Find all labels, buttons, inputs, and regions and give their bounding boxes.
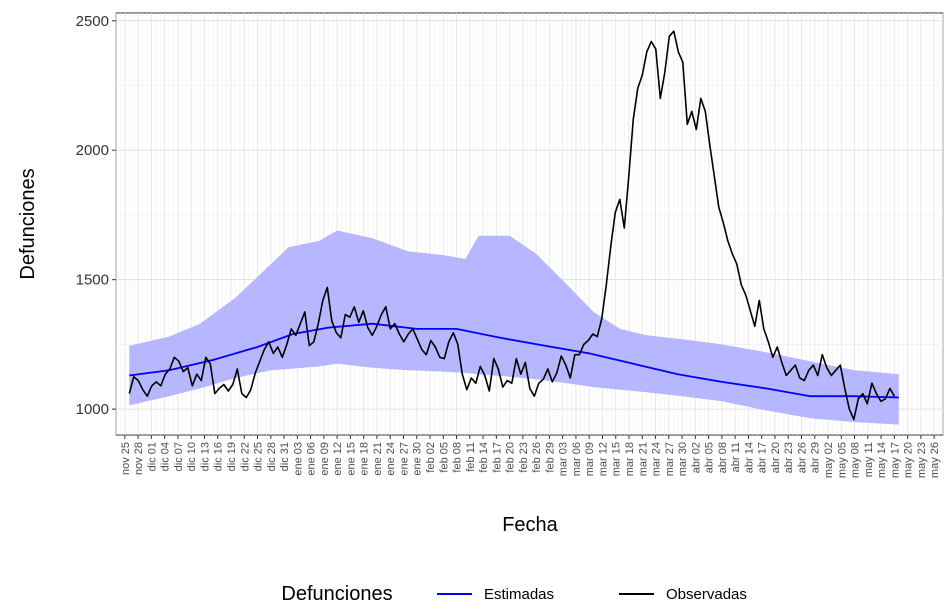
x-tick-label: ene 21 [372, 442, 384, 476]
y-tick-label: 2000 [76, 142, 109, 159]
legend-label-observadas: Observadas [666, 586, 747, 603]
x-tick-label: ene 18 [359, 442, 371, 476]
x-tick-label: mar 06 [571, 442, 583, 476]
x-tick-label: ene 06 [306, 442, 318, 476]
series-line-estimadas [129, 322, 899, 399]
x-tick-label: may 11 [863, 442, 875, 477]
y-axis: 1000 1500 2000 2500 [76, 13, 116, 418]
x-tick-label: ene 15 [345, 442, 357, 476]
x-tick-label: feb 17 [491, 442, 503, 473]
x-tick-label: dic 07 [173, 442, 185, 471]
band-estimadas [129, 230, 899, 425]
x-tick-label: dic 10 [186, 442, 198, 471]
x-tick-label: may 26 [929, 442, 941, 478]
x-tick-label: mar 27 [664, 442, 676, 476]
x-tick-label: may 20 [903, 442, 915, 478]
x-tick-label: abr 14 [743, 442, 755, 473]
x-tick-label: feb 14 [478, 442, 490, 473]
legend-label-estimadas: Estimadas [484, 586, 554, 603]
x-tick-label: feb 08 [452, 442, 464, 473]
x-tick-label: ene 12 [332, 442, 344, 476]
y-tick-label: 1500 [76, 272, 109, 289]
x-tick-label: nov 28 [133, 442, 145, 475]
x-tick-label: may 02 [823, 442, 835, 478]
confidence-band [129, 230, 899, 425]
x-tick-label: abr 08 [717, 442, 729, 473]
x-tick-label: dic 31 [279, 442, 291, 471]
x-tick-label: abr 20 [770, 442, 782, 473]
x-tick-label: mar 24 [651, 442, 663, 476]
x-tick-label: abr 23 [783, 442, 795, 473]
y-axis-title: Defunciones [17, 168, 39, 279]
x-tick-label: feb 11 [465, 442, 477, 472]
x-tick-label: dic 04 [160, 442, 172, 471]
x-axis-title: Fecha [502, 514, 558, 536]
x-tick-label: may 23 [916, 442, 928, 478]
x-tick-label: may 08 [850, 442, 862, 478]
x-tick-label: feb 26 [531, 442, 543, 473]
x-tick-label: dic 16 [213, 442, 225, 471]
x-tick-label: feb 02 [425, 442, 437, 473]
legend-title: Defunciones [281, 583, 392, 605]
x-tick-label: feb 29 [544, 442, 556, 473]
x-tick-label: may 14 [876, 442, 888, 478]
x-tick-label: mar 09 [584, 442, 596, 476]
x-tick-label: mar 18 [624, 442, 636, 476]
x-tick-label: feb 05 [438, 442, 450, 473]
x-tick-label: abr 05 [704, 442, 716, 473]
x-tick-label: mar 21 [637, 442, 649, 476]
x-axis: nov 25 nov 28 dic 01 dic 04 dic 07 dic 10 dic … [120, 435, 941, 478]
x-tick-label: dic 13 [199, 442, 211, 471]
x-tick-label: ene 30 [412, 442, 424, 476]
series-line-observadas [128, 30, 896, 421]
y-tick-label: 2500 [76, 13, 109, 30]
x-tick-label: mar 30 [677, 442, 689, 476]
series-lines [128, 30, 899, 421]
x-tick-label: feb 20 [505, 442, 517, 473]
x-tick-label: ene 03 [292, 442, 304, 476]
x-tick-label: dic 01 [146, 442, 158, 471]
x-tick-label: feb 23 [518, 442, 530, 473]
y-tick-label: 1000 [76, 401, 109, 418]
x-tick-label: dic 25 [253, 442, 265, 471]
x-tick-label: abr 29 [810, 442, 822, 473]
x-tick-label: dic 19 [226, 442, 238, 471]
x-tick-label: may 05 [836, 442, 848, 478]
x-tick-label: mar 15 [611, 442, 623, 476]
x-tick-label: dic 28 [266, 442, 278, 471]
x-tick-label: abr 11 [730, 442, 742, 472]
x-tick-label: abr 26 [797, 442, 809, 473]
x-tick-label: mar 03 [558, 442, 570, 476]
x-tick-label: dic 22 [239, 442, 251, 471]
x-tick-label: mar 12 [598, 442, 610, 476]
x-tick-label: abr 17 [757, 442, 769, 473]
x-tick-label: ene 09 [319, 442, 331, 476]
x-tick-label: ene 27 [399, 442, 411, 476]
x-tick-label: ene 24 [385, 442, 397, 476]
x-tick-label: nov 25 [120, 442, 132, 475]
legend: Defunciones Estimadas Observadas [281, 583, 746, 605]
x-tick-label: abr 02 [690, 442, 702, 473]
x-tick-label: may 17 [889, 442, 901, 478]
